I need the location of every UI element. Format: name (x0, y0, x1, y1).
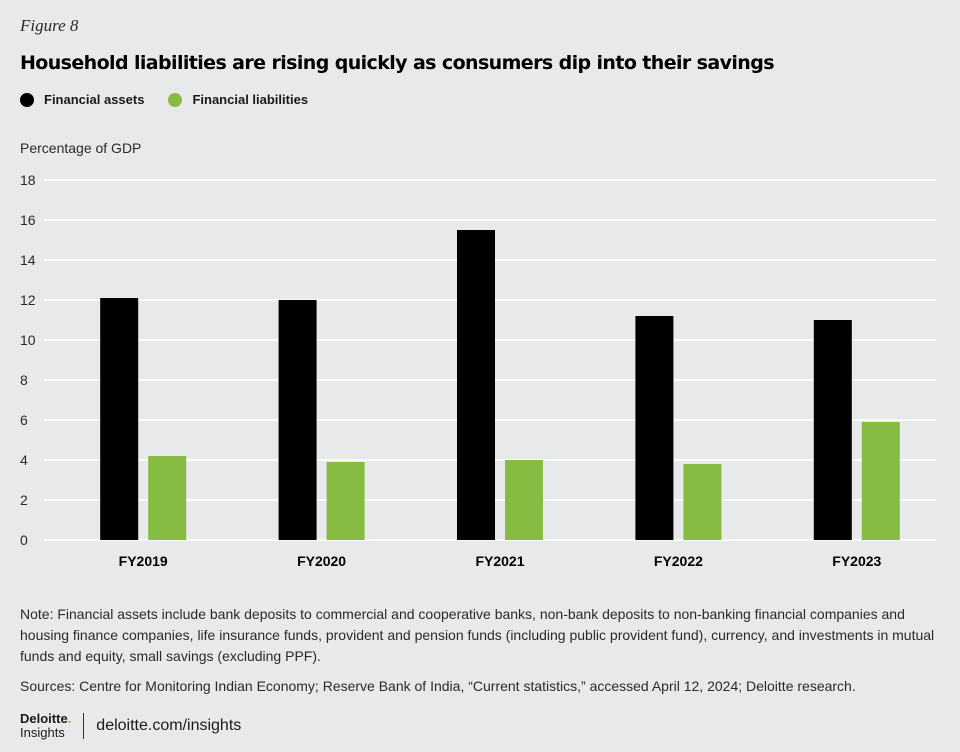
bar-financial-liabilities (326, 462, 365, 540)
legend-item-assets: Financial assets (20, 92, 144, 107)
y-axis-ticks: 0 2 4 6 8 10 12 14 16 18 (20, 172, 36, 548)
figure-label: Figure 8 (20, 16, 79, 35)
x-tick-label: FY2020 (297, 553, 346, 569)
y-tick-label: 2 (20, 492, 28, 508)
site-link[interactable]: deloitte.com/insights (96, 717, 242, 734)
bar-financial-assets (100, 298, 139, 540)
legend-label-assets: Financial assets (44, 92, 145, 107)
deloitte-insights-logo: Deloitte. Insights (20, 712, 71, 740)
chart-sources: Sources: Centre for Monitoring Indian Ec… (20, 678, 856, 694)
brand-name: Deloitte (20, 711, 68, 726)
bar-financial-assets (457, 230, 495, 540)
bar-financial-assets (813, 320, 852, 540)
brand-sub: Insights (20, 725, 65, 740)
bar-financial-liabilities (148, 456, 187, 540)
legend: Financial assets Financial liabilities (20, 92, 332, 107)
bar-financial-liabilities (861, 422, 900, 540)
x-tick-label: FY2019 (119, 553, 168, 569)
bar-chart: Percentage of GDP 0 2 4 6 8 10 12 14 16 18 FY2019… (20, 140, 936, 569)
chart-title: Household liabilities are rising quickly… (20, 52, 775, 74)
legend-item-liabilities: Financial liabilities (168, 92, 308, 107)
bar-financial-assets (278, 300, 317, 540)
chart-note: Note: Financial assets include bank depo… (20, 606, 935, 664)
y-tick-label: 4 (20, 452, 28, 468)
y-tick-label: 6 (20, 412, 28, 428)
bar-financial-assets (635, 316, 674, 540)
bar-financial-liabilities (683, 464, 722, 540)
y-axis-label: Percentage of GDP (20, 140, 141, 156)
y-tick-label: 18 (20, 172, 36, 188)
x-tick-label: FY2021 (475, 553, 524, 569)
brand-dot: . (67, 711, 72, 726)
y-tick-label: 12 (20, 292, 36, 308)
bars (100, 230, 900, 540)
y-tick-label: 8 (20, 372, 28, 388)
legend-label-liabilities: Financial liabilities (192, 92, 309, 107)
y-tick-label: 10 (20, 332, 36, 348)
legend-swatch-assets (20, 92, 34, 107)
footer: Deloitte. Insights deloitte.com/insights (20, 712, 241, 740)
x-axis-ticks: FY2019 FY2020 FY2021 FY2022 FY2023 (119, 553, 882, 569)
legend-swatch-liabilities (168, 92, 183, 107)
x-tick-label: FY2023 (832, 553, 881, 569)
y-tick-label: 14 (20, 252, 36, 268)
x-tick-label: FY2022 (654, 553, 703, 569)
bar-financial-liabilities (505, 460, 543, 540)
y-tick-label: 0 (20, 532, 28, 548)
y-tick-label: 16 (20, 212, 36, 228)
footer-divider (83, 713, 85, 739)
